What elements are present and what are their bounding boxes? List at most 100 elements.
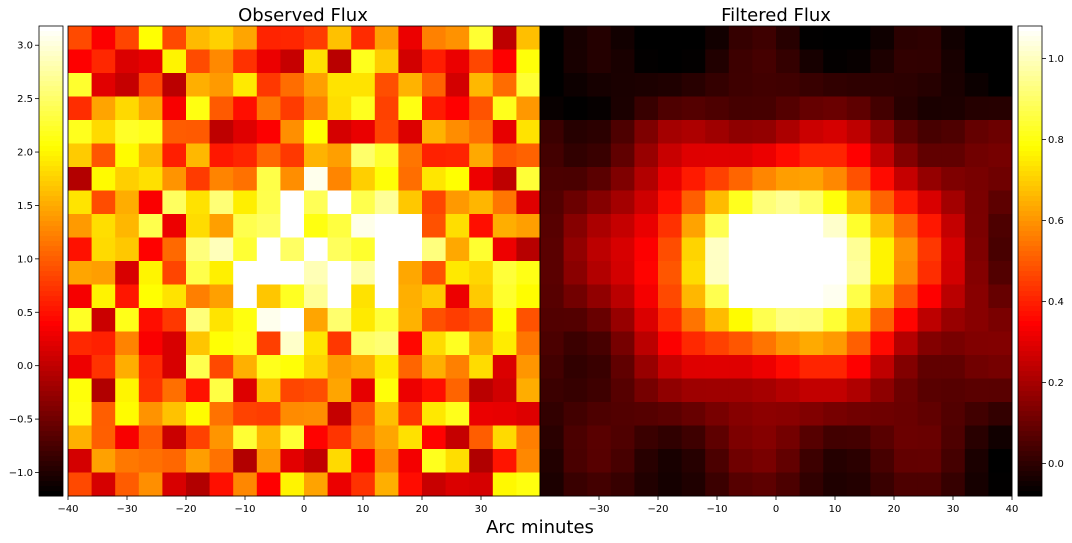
filtered-cell — [705, 378, 730, 403]
filtered-heatmap-cells — [540, 26, 1013, 497]
observed-cell — [351, 143, 376, 168]
observed-cell — [162, 214, 187, 238]
filtered-cell — [917, 425, 942, 450]
filtered-cell — [587, 73, 612, 97]
filtered-cell — [776, 214, 800, 238]
filtered-cell — [894, 261, 918, 285]
observed-cell — [115, 26, 140, 50]
x-axis-label: Arc minutes — [486, 517, 594, 538]
observed-cell — [445, 449, 470, 473]
filtered-cell — [728, 308, 753, 332]
observed-cell — [115, 167, 140, 191]
observed-cell — [516, 355, 541, 379]
observed-cell — [469, 472, 494, 497]
observed-cell — [374, 449, 399, 473]
filtered-cell — [894, 190, 918, 215]
observed-cell — [91, 402, 116, 426]
filtered-cell — [964, 261, 989, 285]
filtered-cell — [634, 190, 659, 215]
observed-cell — [398, 214, 423, 238]
filtered-cell — [941, 331, 966, 356]
observed-cell — [445, 120, 470, 144]
filtered-cell — [681, 449, 706, 473]
observed-cell — [233, 214, 258, 238]
filtered-cell — [870, 214, 895, 238]
colorbar-step — [1018, 251, 1042, 257]
filtered-cell — [846, 449, 871, 473]
filtered-cell — [752, 190, 777, 215]
observed-cell — [304, 26, 328, 50]
observed-cell — [516, 167, 541, 191]
observed-cell — [280, 49, 305, 74]
filtered-cell — [846, 143, 871, 168]
observed-cell — [209, 402, 234, 426]
x-tick-label: 20 — [888, 504, 901, 515]
colorbar-step — [1018, 166, 1042, 172]
observed-cell — [516, 331, 541, 356]
observed-cell — [68, 331, 92, 356]
filtered-cell — [846, 308, 871, 332]
colorbar-tick-label: 2.0 — [17, 148, 33, 159]
filtered-cell — [894, 284, 918, 309]
observed-cell — [138, 237, 163, 262]
colorbar-step — [39, 361, 63, 367]
x-tick-label: −20 — [175, 504, 196, 515]
observed-cell — [351, 73, 376, 97]
observed-cell — [398, 308, 423, 332]
observed-cell — [186, 425, 210, 450]
filtered-cell — [988, 120, 1013, 144]
colorbar-step — [39, 181, 63, 187]
filtered-cell — [634, 73, 659, 97]
filtered-cell — [681, 402, 706, 426]
filtered-cell — [540, 284, 564, 309]
colorbar-tick-label: 0.6 — [1048, 216, 1064, 227]
observed-cell — [162, 237, 187, 262]
colorbar-step — [1018, 141, 1042, 147]
observed-cell — [469, 49, 494, 74]
observed-cell — [209, 214, 234, 238]
filtered-x-ticks: −30 −20 −10 0 10 20 30 40 — [588, 496, 1018, 515]
observed-cell — [492, 49, 517, 74]
colorbar-step — [39, 426, 63, 432]
filtered-cell — [964, 96, 989, 121]
observed-cell — [327, 355, 352, 379]
observed-cell — [469, 167, 494, 191]
filtered-cell — [658, 308, 682, 332]
observed-cell — [516, 449, 541, 473]
filtered-cell — [610, 73, 635, 97]
filtered-cell — [705, 73, 730, 97]
observed-cell — [327, 73, 352, 97]
colorbar-step — [39, 116, 63, 122]
colorbar-step — [1018, 396, 1042, 402]
filtered-cell — [799, 284, 824, 309]
filtered-cell — [870, 402, 895, 426]
colorbar-step — [1018, 356, 1042, 362]
observed-cell — [209, 190, 234, 215]
observed-cell — [233, 308, 258, 332]
filtered-cell — [610, 331, 635, 356]
observed-cell — [162, 425, 187, 450]
observed-cell — [162, 143, 187, 168]
colorbar-step — [1018, 276, 1042, 282]
filtered-cell — [799, 425, 824, 450]
x-tick-label: −30 — [116, 504, 137, 515]
filtered-cell — [799, 190, 824, 215]
observed-cell — [398, 49, 423, 74]
observed-cell — [280, 73, 305, 97]
observed-cell — [162, 167, 187, 191]
filtered-cell — [752, 214, 777, 238]
observed-cell — [138, 49, 163, 74]
observed-cell — [398, 331, 423, 356]
filtered-cell — [776, 355, 800, 379]
colorbar-step — [39, 31, 63, 37]
filtered-cell — [728, 120, 753, 144]
observed-cell — [209, 167, 234, 191]
colorbar-step — [39, 146, 63, 152]
colorbar-step — [1018, 101, 1042, 107]
filtered-cell — [988, 449, 1013, 473]
observed-cell — [162, 96, 187, 121]
filtered-cell — [705, 120, 730, 144]
colorbar-step — [39, 336, 63, 342]
colorbar-step — [39, 241, 63, 247]
filtered-cell — [870, 49, 895, 74]
